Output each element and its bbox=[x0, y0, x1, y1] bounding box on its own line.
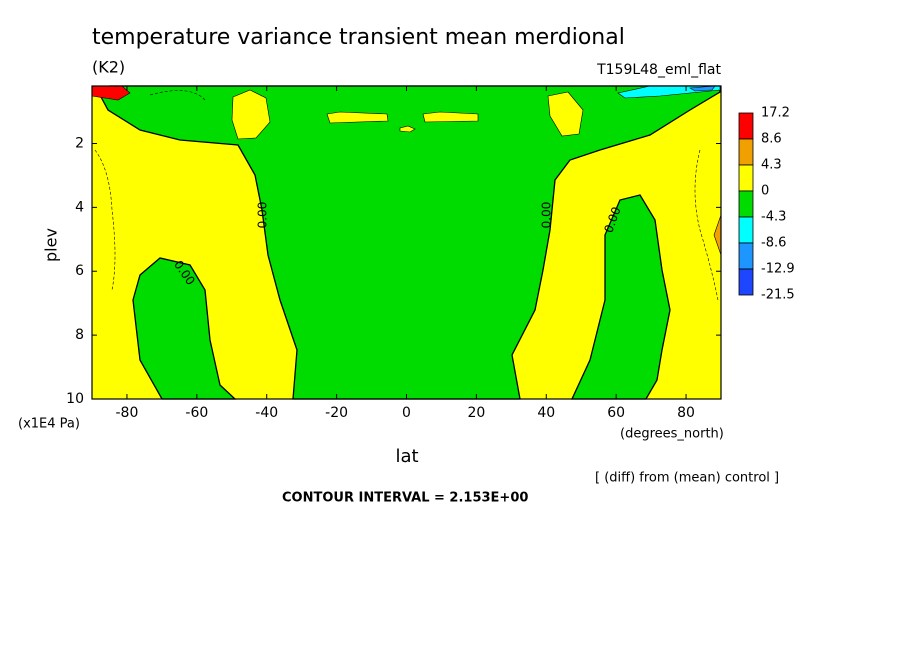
contour-line bbox=[149, 90, 206, 101]
colorbar-swatch bbox=[738, 216, 754, 244]
y-unit: (x1E4 Pa) bbox=[18, 417, 80, 432]
contour-region bbox=[399, 125, 416, 133]
contour-label: 0.00 bbox=[256, 202, 270, 229]
x-tick-label: -20 bbox=[325, 405, 348, 421]
annotation: T159L48_eml_flat bbox=[596, 62, 721, 78]
y-tick-label: 4 bbox=[75, 199, 84, 215]
x-tick-label: -40 bbox=[255, 405, 278, 421]
x-tick-label: -60 bbox=[185, 405, 208, 421]
contour-region bbox=[326, 111, 389, 124]
contour-region bbox=[132, 257, 237, 400]
contour-region bbox=[570, 194, 671, 400]
colorbar-swatch bbox=[738, 164, 754, 192]
footnote: [ (diff) from (mean) control ] bbox=[595, 471, 779, 486]
subtitle: (K2) bbox=[92, 58, 125, 77]
x-tick-label: -80 bbox=[116, 405, 139, 421]
colorbar-label: 4.3 bbox=[761, 158, 782, 173]
x-tick-label: 20 bbox=[467, 405, 485, 421]
x-tick-label: 60 bbox=[607, 405, 625, 421]
x-tick-label: 0 bbox=[402, 405, 411, 421]
y-tick-label: 6 bbox=[75, 263, 84, 279]
y-tick-label: 8 bbox=[75, 327, 84, 343]
x-tick-label: 40 bbox=[537, 405, 555, 421]
contour-region bbox=[689, 85, 716, 92]
colorbar-label: -4.3 bbox=[761, 210, 786, 225]
colorbar-label: 17.2 bbox=[761, 106, 790, 121]
colorbar-label: -8.6 bbox=[761, 236, 786, 251]
colorbar-swatch bbox=[738, 138, 754, 166]
colorbar-swatch bbox=[738, 268, 754, 296]
colorbar-label: -21.5 bbox=[761, 288, 795, 303]
y-tick-label: 10 bbox=[66, 391, 84, 407]
x-axis-label: lat bbox=[395, 446, 418, 467]
colorbar-swatch bbox=[738, 112, 754, 140]
contour-region bbox=[422, 111, 479, 123]
colorbar-swatch bbox=[738, 190, 754, 218]
colorbar-swatch bbox=[738, 242, 754, 270]
colorbar-label: 8.6 bbox=[761, 132, 782, 147]
contour-region bbox=[231, 89, 271, 140]
x-tick-label: 80 bbox=[677, 405, 695, 421]
colorbar-label: 0 bbox=[761, 184, 769, 199]
contour-interval: CONTOUR INTERVAL = 2.153E+00 bbox=[282, 491, 528, 506]
contour-label: 0.00 bbox=[540, 202, 554, 229]
contour-line bbox=[94, 149, 116, 291]
y-axis-label: plev bbox=[42, 228, 61, 262]
contour-region bbox=[547, 91, 584, 137]
x-unit: (degrees_north) bbox=[620, 427, 724, 442]
chart-title: temperature variance transient mean merd… bbox=[92, 25, 625, 50]
contour-line bbox=[694, 149, 719, 301]
colorbar-label: -12.9 bbox=[761, 262, 795, 277]
y-tick-label: 2 bbox=[75, 135, 84, 151]
